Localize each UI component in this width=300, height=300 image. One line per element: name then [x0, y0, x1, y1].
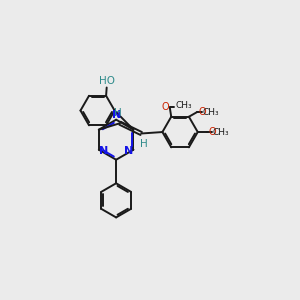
Text: N: N: [124, 146, 134, 157]
Text: H: H: [140, 139, 147, 149]
Text: H: H: [114, 108, 122, 118]
Text: CH₃: CH₃: [175, 101, 192, 110]
Text: CH₃: CH₃: [212, 128, 229, 136]
Text: N: N: [112, 110, 121, 120]
Text: O: O: [208, 127, 216, 137]
Text: O: O: [198, 107, 206, 117]
Text: O: O: [161, 102, 169, 112]
Text: N: N: [99, 146, 108, 157]
Text: CH₃: CH₃: [202, 107, 219, 116]
Text: HO: HO: [99, 76, 115, 86]
